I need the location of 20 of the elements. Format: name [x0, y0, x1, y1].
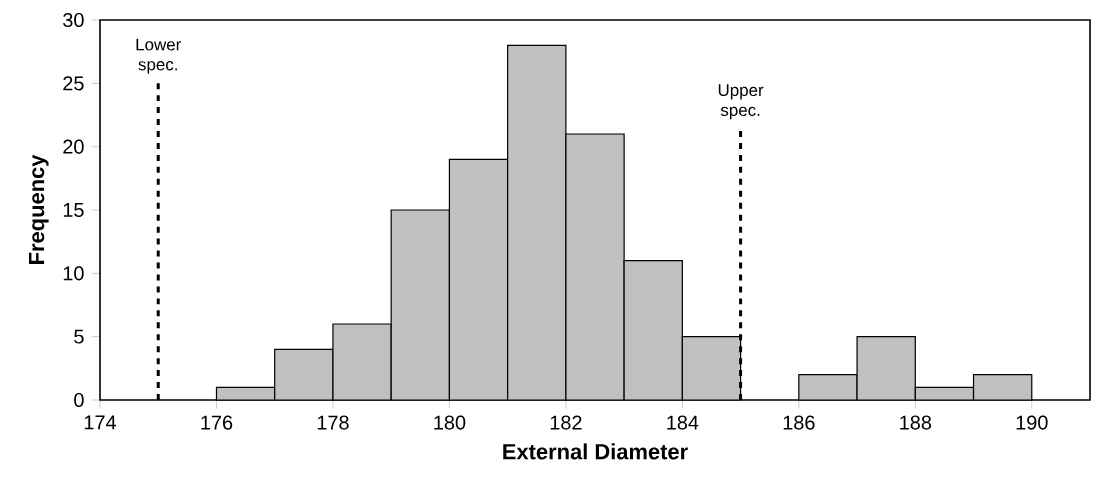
ref-line-label: Upper spec. — [718, 84, 764, 120]
y-tick-label: 10 — [63, 266, 84, 281]
y-tick-label: 15 — [63, 203, 84, 217]
x-axis-title: External Diameter — [503, 443, 688, 460]
x-tick-label: 174 — [84, 415, 117, 430]
x-tick-label: 180 — [434, 415, 466, 430]
x-tick-label: 186 — [783, 415, 815, 430]
y-tick-label: 25 — [63, 76, 84, 91]
y-axis-title: Frequency — [29, 154, 49, 264]
ref-line-label: Lower spec. — [136, 38, 181, 74]
x-tick-label: 190 — [1016, 415, 1048, 430]
y-tick-label: 5 — [74, 329, 84, 344]
y-tick-label: 30 — [63, 12, 84, 28]
x-tick-label: 182 — [550, 415, 582, 430]
y-tick-label: 20 — [63, 139, 84, 154]
x-tick-label: 176 — [201, 415, 233, 430]
y-tick-label: 0 — [74, 392, 84, 408]
x-tick-label: 178 — [317, 415, 349, 430]
x-tick-label: 188 — [900, 415, 932, 430]
x-tick-label: 184 — [667, 415, 699, 430]
